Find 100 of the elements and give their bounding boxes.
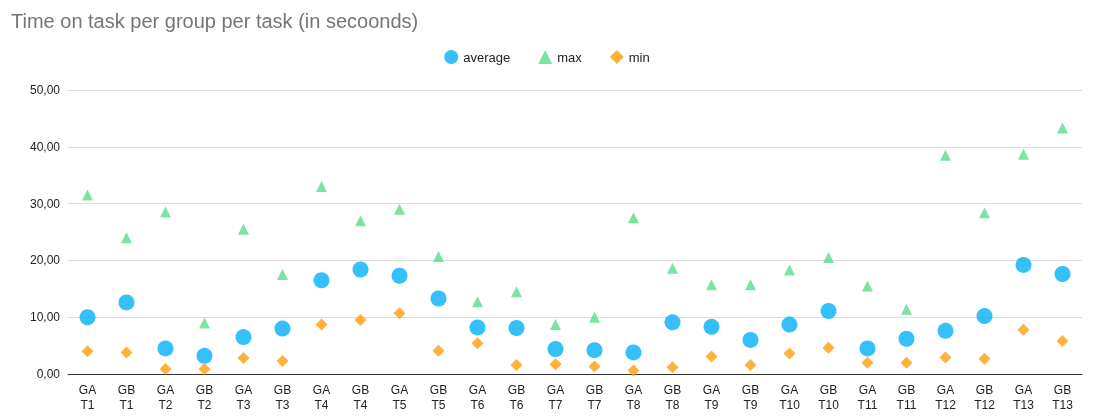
point	[313, 272, 330, 289]
point	[82, 189, 93, 201]
y-tick-label: 40,00	[29, 139, 61, 154]
point	[744, 358, 757, 371]
point	[1054, 266, 1071, 283]
point	[976, 308, 993, 325]
y-tick-label: 10,00	[29, 310, 61, 325]
point	[393, 307, 406, 320]
point	[121, 232, 132, 244]
point	[705, 350, 718, 363]
point	[939, 351, 952, 364]
point	[277, 269, 288, 281]
point	[81, 345, 94, 358]
point	[859, 340, 876, 357]
point	[199, 317, 210, 329]
point	[784, 264, 795, 276]
chart-title: Time on task per group per task (in secoonds)	[11, 10, 419, 32]
point	[900, 356, 913, 369]
point	[823, 252, 834, 264]
x-tick-label: GB T12	[974, 382, 996, 412]
x-tick-label: GB T4	[351, 382, 370, 412]
x-tick-label: GA T5	[390, 382, 409, 412]
point	[978, 352, 991, 365]
point	[157, 340, 174, 357]
point	[550, 319, 561, 331]
point	[120, 346, 133, 359]
y-tick-label: 0,00	[36, 367, 61, 381]
point	[586, 342, 603, 359]
point	[940, 149, 951, 161]
point	[549, 358, 562, 371]
x-tick-label: GA T4	[312, 382, 331, 412]
point	[1056, 335, 1069, 348]
x-tick-label: GA T10	[779, 382, 801, 412]
point	[822, 341, 835, 354]
point	[355, 215, 366, 227]
point	[79, 309, 96, 326]
legend-label: average	[463, 49, 511, 65]
x-tick-label: GB T6	[507, 382, 526, 412]
point	[862, 280, 873, 292]
point	[628, 212, 639, 224]
point	[316, 181, 327, 193]
point	[237, 352, 250, 365]
legend-label: max	[557, 49, 583, 65]
x-tick-label: GA T9	[702, 382, 721, 412]
x-tick-label: GA T13	[1013, 382, 1035, 412]
x-tick-label: GA T6	[468, 382, 487, 412]
point	[1057, 122, 1068, 134]
x-tick-label: GB T10	[818, 382, 840, 412]
y-tick-label: 20,00	[29, 253, 61, 268]
point	[471, 337, 484, 350]
point	[469, 319, 486, 336]
point	[276, 354, 289, 367]
x-tick-label: GA T12	[935, 382, 957, 412]
x-tick-label: GB T8	[663, 382, 682, 412]
y-tick-label: 50,00	[29, 83, 61, 97]
point	[1015, 256, 1032, 273]
point	[238, 223, 249, 235]
legend-label: min	[628, 49, 650, 65]
point	[432, 344, 445, 357]
point	[861, 356, 874, 369]
point	[511, 286, 522, 298]
point	[703, 318, 720, 335]
y-tick-label: 30,00	[29, 196, 61, 211]
point	[783, 347, 796, 360]
point	[354, 314, 367, 327]
point	[274, 320, 291, 337]
point	[625, 344, 642, 361]
x-tick-label: GA T2	[156, 382, 175, 412]
point	[667, 262, 678, 274]
point	[547, 341, 564, 357]
point	[979, 207, 990, 219]
point	[430, 290, 447, 307]
point	[394, 203, 405, 215]
point	[159, 362, 172, 375]
point	[472, 296, 483, 308]
point	[937, 322, 954, 339]
point	[315, 318, 328, 331]
point	[745, 279, 756, 291]
x-tick-label: GB T9	[741, 382, 760, 412]
x-tick-label: GA T1	[78, 382, 97, 412]
point	[160, 206, 171, 218]
point	[820, 302, 837, 319]
point	[508, 320, 525, 336]
point	[781, 316, 798, 333]
x-tick-label: GA T8	[624, 382, 643, 412]
point	[118, 294, 135, 311]
point	[198, 362, 211, 375]
x-tick-label: GB T5	[429, 382, 448, 412]
point	[510, 358, 523, 371]
point	[666, 361, 679, 374]
x-tick-label: GA T3	[234, 382, 253, 412]
point	[588, 360, 601, 373]
x-tick-label: GB T11	[896, 382, 917, 412]
x-tick-label: GB T2	[195, 382, 214, 412]
point	[901, 303, 912, 315]
x-tick-label: GA T7	[546, 382, 565, 412]
point	[742, 331, 759, 348]
point	[391, 267, 408, 284]
point	[1018, 148, 1029, 160]
point	[589, 311, 600, 323]
